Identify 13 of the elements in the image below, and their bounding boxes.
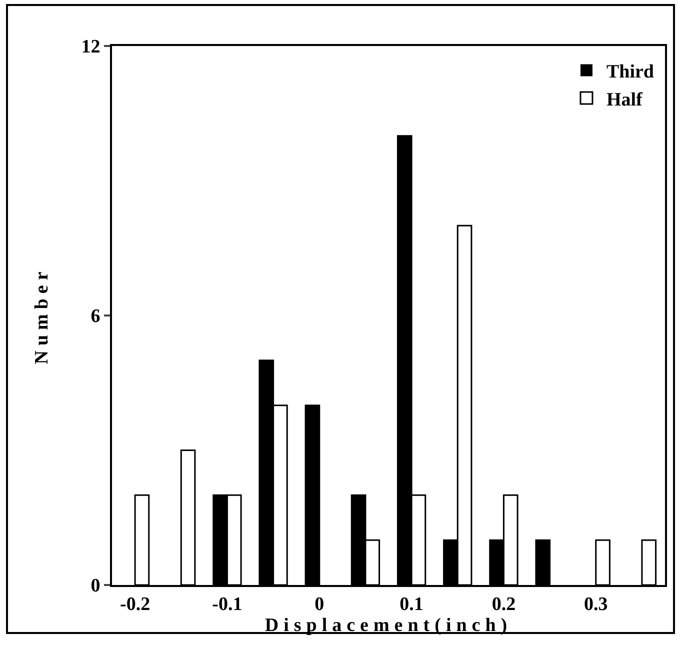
y-axis-title: Number xyxy=(32,266,53,364)
x-tick-label: -0.2 xyxy=(120,594,150,615)
x-tick-label: 0 xyxy=(314,594,324,615)
x-tick-label: 0.2 xyxy=(492,594,516,615)
x-axis-title: Displacement(inch) xyxy=(264,614,512,636)
x-tick-label: 0.1 xyxy=(400,594,424,615)
legend-label: Third xyxy=(606,62,654,83)
y-tick-label: 0 xyxy=(90,576,100,597)
legend-label: Half xyxy=(606,89,644,110)
x-tick-label: 0.3 xyxy=(584,594,608,615)
x-tick-label: -0.1 xyxy=(212,594,242,615)
y-tick-label: 12 xyxy=(81,36,100,58)
y-tick-label: 6 xyxy=(90,306,100,328)
